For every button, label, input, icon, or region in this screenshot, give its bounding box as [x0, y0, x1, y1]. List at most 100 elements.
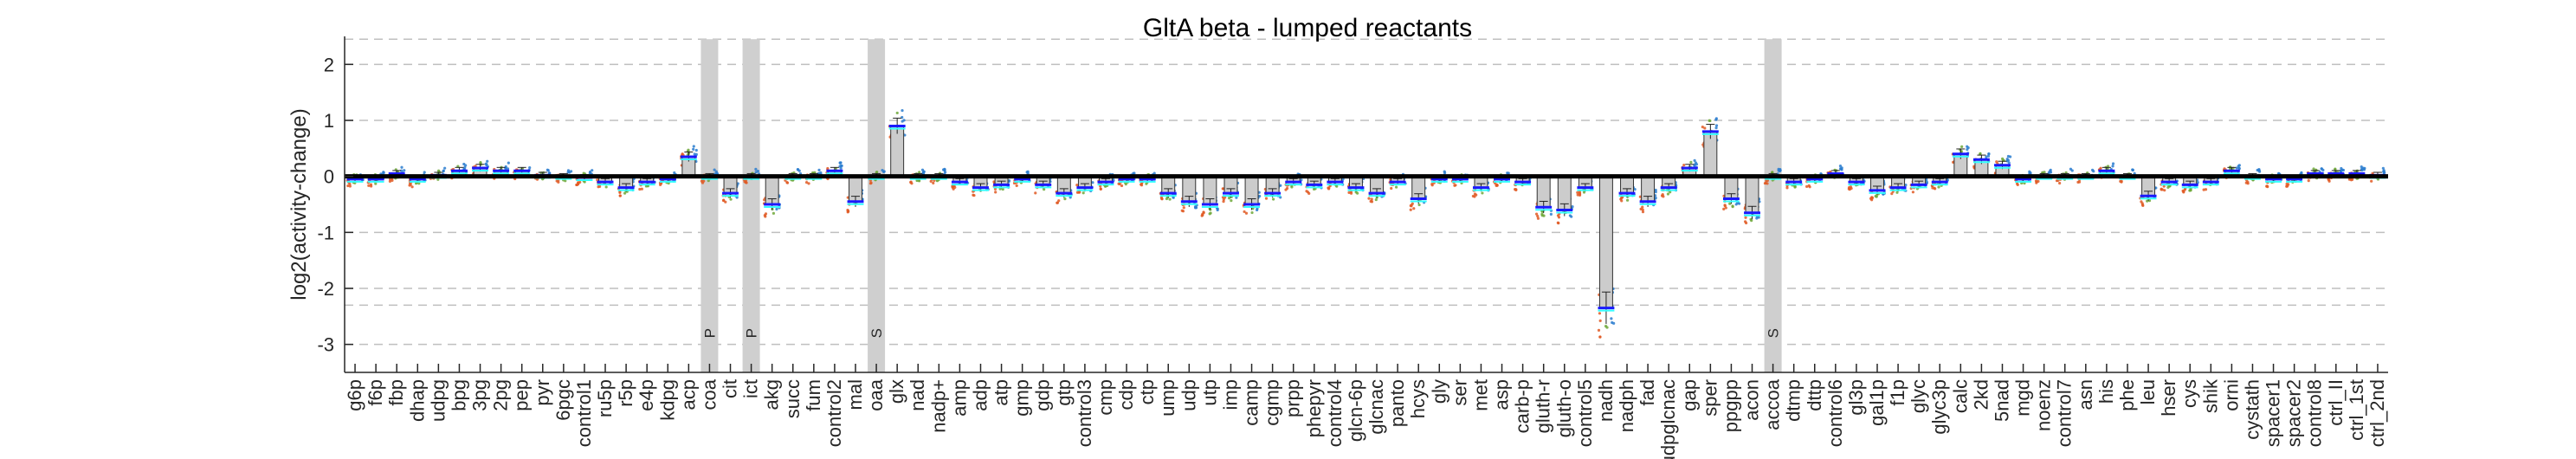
x-tick-label: ppgpp	[1720, 379, 1741, 432]
x-tick-label: ump	[1157, 379, 1178, 417]
scatter-point	[1689, 160, 1693, 165]
x-tick-label: ctrl_2nd	[2366, 379, 2388, 447]
scatter-point	[694, 148, 698, 152]
scatter-point	[2106, 165, 2110, 168]
x-tick-label: ser	[1449, 379, 1470, 406]
scatter-point	[1582, 191, 1586, 194]
scatter-point	[1335, 184, 1339, 188]
x-tick-label: ict	[740, 379, 762, 398]
x-tick-label: udpg	[427, 379, 449, 422]
x-tick-label: cit	[720, 379, 741, 398]
scatter-point	[1682, 164, 1686, 167]
shade-label: S	[1766, 328, 1782, 338]
scatter-point	[1925, 180, 1928, 184]
scatter-point	[1763, 182, 1767, 185]
x-tick-label: pep	[511, 379, 533, 411]
scatter-point	[1201, 212, 1204, 216]
scatter-point	[1619, 197, 1623, 201]
scatter-point	[1731, 205, 1734, 209]
scatter-point	[598, 184, 602, 188]
x-tick-label: phe	[2116, 379, 2138, 411]
x-tick-label: ctp	[1136, 379, 1158, 404]
scatter-point	[506, 167, 510, 171]
y-axis-label: log2(activity-change)	[287, 108, 311, 300]
x-tick-label: mgd	[2012, 379, 2034, 417]
scatter-point	[479, 160, 482, 165]
chart-title: GltA beta - lumped reactants	[1143, 14, 1472, 42]
scatter-point	[569, 170, 573, 173]
scatter-point	[1693, 158, 1696, 162]
x-tick-label: g6p	[344, 379, 365, 411]
scatter-point	[2300, 171, 2303, 175]
tick-labels: -3 -2 -1 0 1 2 g6p f6p fbp dhap udpg bpg 3pg 2pg pep py…	[317, 54, 2388, 459]
scatter-point	[1181, 210, 1185, 213]
x-tick-label: dtmp	[1783, 379, 1804, 422]
scatter-point	[1890, 192, 1894, 196]
scatter-point	[2131, 168, 2134, 171]
bar	[1598, 176, 1613, 309]
scatter-point	[1995, 160, 1998, 164]
scatter-point	[1306, 191, 1310, 194]
x-tick-label: dhap	[406, 379, 428, 422]
scatter-point	[807, 182, 810, 185]
x-tick-label: glcn-6p	[1345, 379, 1366, 442]
x-tick-label: gluth-o	[1553, 379, 1575, 437]
scatter-point	[2277, 171, 2281, 175]
scatter-point	[993, 187, 997, 191]
scatter-point	[1610, 317, 1613, 320]
x-tick-label: acp	[677, 379, 699, 410]
scatter-point	[2070, 169, 2074, 172]
x-tick-label: fbp	[385, 379, 407, 406]
scatter-point	[804, 180, 809, 184]
scatter-point	[707, 178, 710, 183]
scatter-point	[2077, 180, 2082, 184]
x-tick-label: 2pg	[490, 379, 512, 411]
scatter-point	[917, 179, 921, 183]
x-tick-label: glx	[886, 379, 907, 404]
scatter-point	[1221, 187, 1224, 191]
scatter-point	[922, 170, 926, 173]
x-tick-label: ru5p	[594, 379, 616, 417]
scatter-point	[2016, 183, 2019, 186]
scatter-point	[1557, 222, 1560, 225]
scatter-point	[1848, 188, 1851, 191]
x-tick-label: e4p	[636, 379, 657, 411]
x-tick-label: sper	[1699, 379, 1721, 417]
scatter-point	[1723, 204, 1727, 207]
shade-label: S	[868, 328, 885, 338]
x-tick-label: prpp	[1282, 379, 1304, 417]
x-tick-label: met	[1469, 379, 1491, 411]
scatter-point	[910, 182, 914, 185]
scatter-point	[700, 179, 703, 183]
x-tick-label: glyc3p	[1928, 379, 1950, 435]
scatter-point	[2006, 154, 2011, 158]
scatter-point	[1666, 192, 1670, 196]
scatter-point	[1777, 167, 1780, 171]
scatter-point	[868, 182, 873, 185]
axes	[344, 36, 2388, 373]
scatter-point	[1026, 170, 1030, 173]
scatter-point	[443, 166, 447, 170]
x-tick-label: nadh	[1595, 379, 1617, 422]
x-tick-label: f6p	[365, 379, 386, 406]
scatter-point	[442, 169, 445, 172]
scatter-point	[1410, 204, 1413, 207]
scatter-point	[2160, 188, 2164, 191]
scatter-point	[1473, 195, 1476, 198]
scatter-point	[423, 171, 426, 174]
scatter-point	[2163, 189, 2166, 192]
x-tick-label: gluth-r	[1533, 379, 1554, 433]
y-tick-label: -2	[317, 278, 334, 300]
scatter-point	[1743, 220, 1747, 223]
scatter-point	[1208, 212, 1211, 216]
scatter-point	[1015, 184, 1018, 187]
x-tick-label: glyc	[1908, 379, 1929, 413]
scatter-point	[1722, 207, 1726, 210]
scatter-point	[1960, 145, 1964, 148]
scatter-point	[839, 166, 843, 170]
x-tick-label: f1p	[1887, 379, 1908, 406]
scatter-point	[1694, 161, 1698, 165]
scatter-point	[638, 187, 642, 191]
scatter-point	[772, 211, 776, 215]
